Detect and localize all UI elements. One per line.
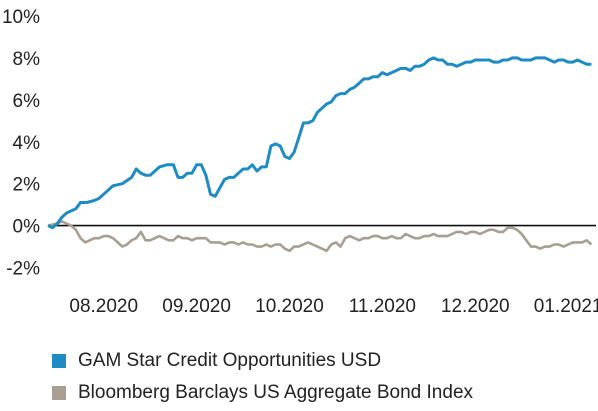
legend-item-gam-star: GAM Star Credit Opportunities USD — [52, 350, 381, 372]
series-layer — [47, 56, 593, 253]
x-tick-label: 08.2020 — [69, 296, 138, 317]
x-tick-label: 09.2020 — [162, 296, 231, 317]
legend-label-bloomberg-barclays: Bloomberg Barclays US Aggregate Bond Ind… — [78, 382, 474, 403]
y-tick-label: 4% — [13, 133, 41, 154]
x-tick-label: 10.2020 — [255, 296, 324, 317]
y-tick-label: 10% — [2, 7, 40, 28]
y-tick-label: 0% — [13, 217, 41, 238]
y-tick-label: 8% — [13, 49, 41, 70]
legend-swatch-bloomberg-barclays — [52, 386, 66, 400]
x-tick-label: 01.2021 — [534, 296, 598, 317]
legend-item-bloomberg-barclays: Bloomberg Barclays US Aggregate Bond Ind… — [52, 382, 473, 404]
x-axis: 08.2020 09.2020 10.2020 11.2020 12.2020 01.20… — [69, 296, 598, 317]
y-tick-label: 6% — [13, 91, 41, 112]
series-line-bloomberg-barclays — [47, 220, 593, 253]
series-line-gam-star — [47, 56, 592, 230]
legend-swatch-gam-star — [52, 354, 66, 368]
x-tick-label: 11.2020 — [349, 296, 416, 317]
x-tick-label: 12.2020 — [441, 296, 510, 317]
legend-label-gam-star: GAM Star Credit Opportunities USD — [78, 350, 382, 371]
y-axis: -2% 0% 2% 4% 6% 8% 10% — [2, 7, 40, 280]
y-tick-label: 2% — [13, 175, 41, 196]
y-tick-label: -2% — [6, 259, 40, 280]
